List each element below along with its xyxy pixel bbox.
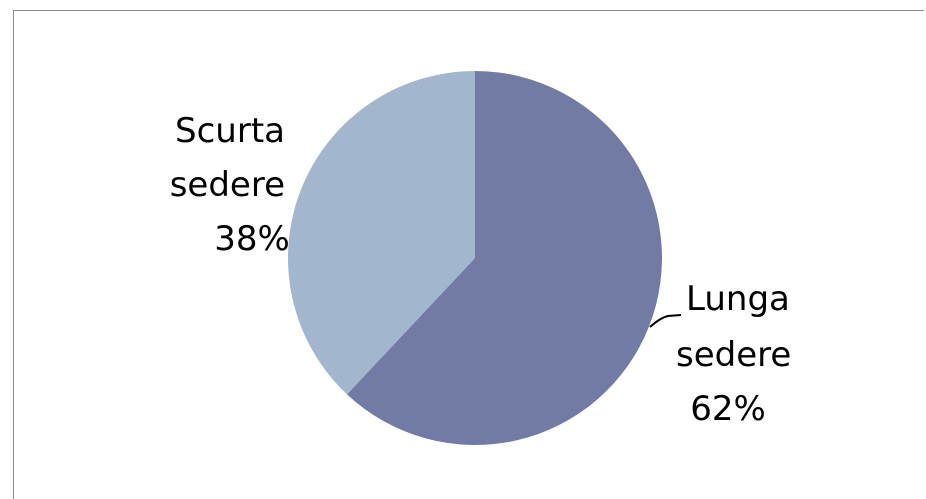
leader-line-lunga xyxy=(649,314,682,328)
pie-slices xyxy=(287,71,662,446)
label-lunga-percent: 62% xyxy=(690,389,766,429)
pie-slice-scurta-sedere xyxy=(287,71,475,395)
label-lunga-line-2: sedere xyxy=(676,335,791,375)
label-scurta-percent: 38% xyxy=(214,219,290,259)
label-lunga: Lunga sedere 62% xyxy=(676,279,791,429)
label-scurta-line-1: Scurta xyxy=(175,111,285,151)
label-lunga-line-1: Lunga xyxy=(686,279,790,319)
pie-slice-lunga-sedere xyxy=(346,71,662,446)
label-scurta-line-2: sedere xyxy=(170,165,285,205)
label-scurta: Scurta sedere 38% xyxy=(170,111,290,259)
